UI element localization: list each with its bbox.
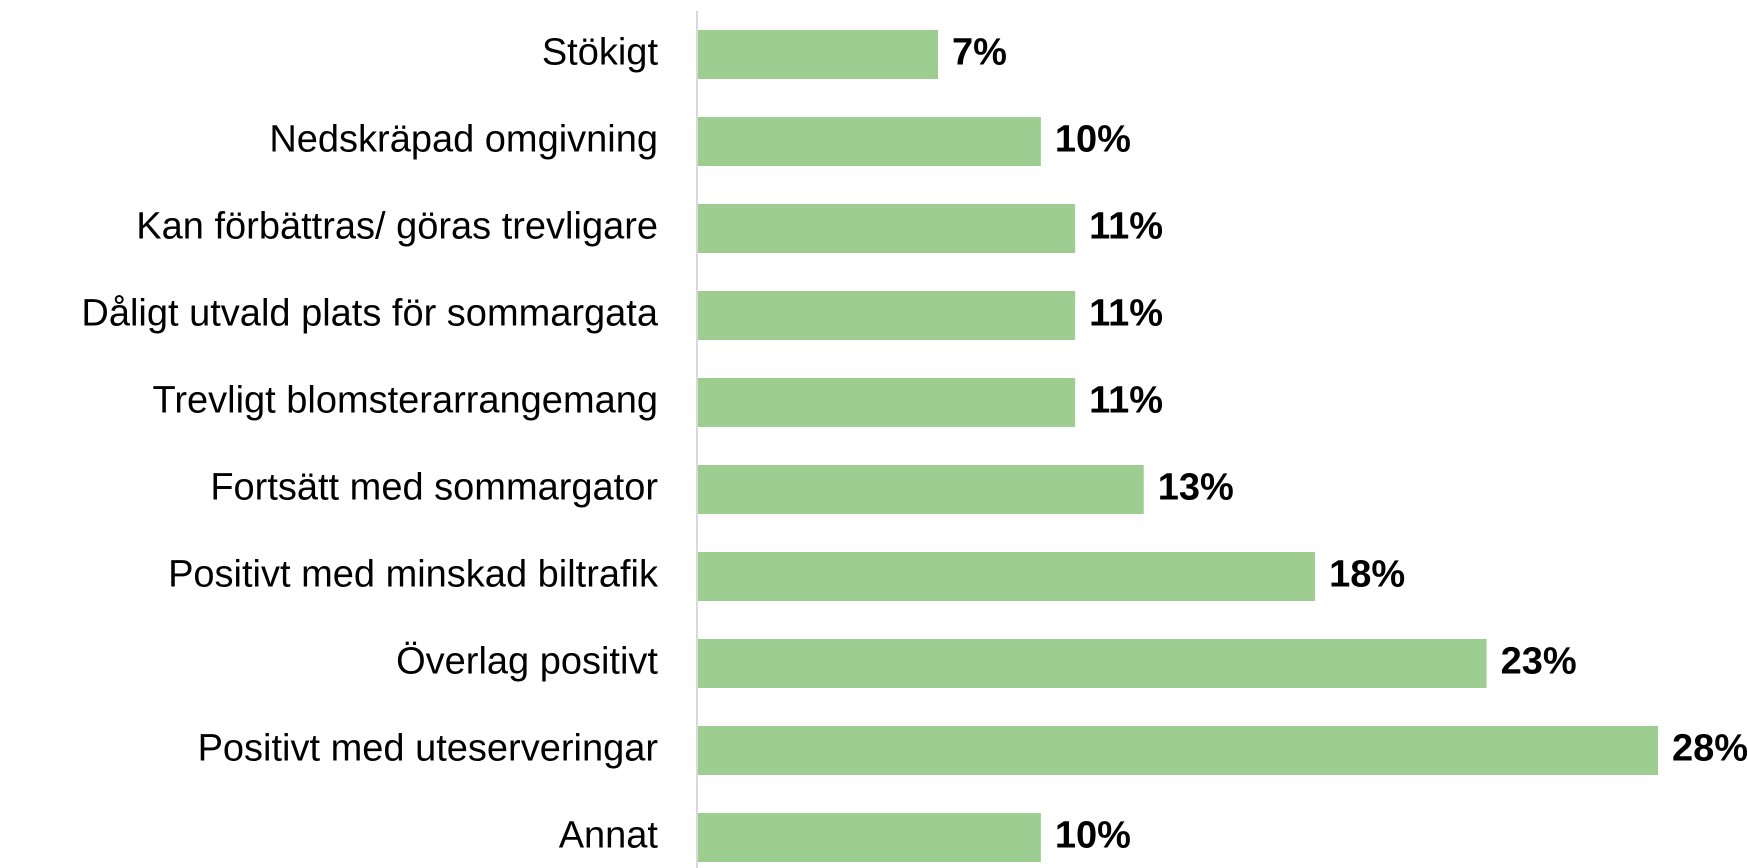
category-label: Nedskräpad omgivning xyxy=(269,119,658,161)
value-label: 23% xyxy=(1501,641,1577,683)
value-label: 13% xyxy=(1158,467,1234,509)
bar xyxy=(698,378,1076,427)
category-label: Fortsätt med sommargator xyxy=(210,467,658,509)
value-label: 11% xyxy=(1089,293,1163,335)
value-label: 11% xyxy=(1089,206,1163,248)
category-label: Kan förbättras/ göras trevligare xyxy=(136,206,658,248)
category-label: Överlag positivt xyxy=(396,641,658,683)
bar xyxy=(698,117,1041,166)
bar xyxy=(698,204,1076,253)
value-label: 7% xyxy=(952,32,1007,74)
value-label: 10% xyxy=(1055,119,1131,161)
category-label: Trevligt blomsterarrangemang xyxy=(153,380,658,422)
bar xyxy=(698,30,938,79)
value-label: 28% xyxy=(1672,728,1748,770)
category-label: Annat xyxy=(559,815,659,857)
bar xyxy=(698,639,1487,688)
value-label: 11% xyxy=(1089,380,1163,422)
value-label: 10% xyxy=(1055,815,1131,857)
bar xyxy=(698,726,1658,775)
category-label: Stökigt xyxy=(542,32,659,74)
category-label: Positivt med minskad biltrafik xyxy=(168,554,659,596)
bar xyxy=(698,465,1144,514)
value-label: 18% xyxy=(1329,554,1405,596)
category-label: Dåligt utvald plats för sommargata xyxy=(81,293,658,335)
bar xyxy=(698,291,1076,340)
bar xyxy=(698,552,1316,601)
category-label: Positivt med uteserveringar xyxy=(198,728,659,770)
bar xyxy=(698,813,1041,862)
